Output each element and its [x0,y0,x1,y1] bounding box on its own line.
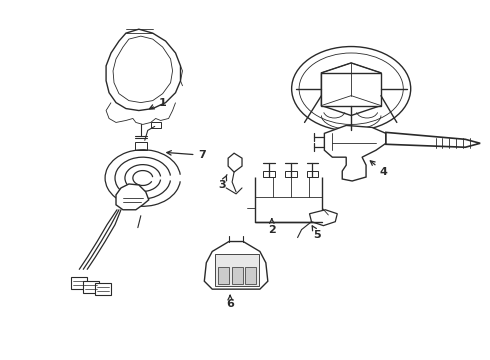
Polygon shape [324,125,386,181]
Text: 3: 3 [219,175,227,190]
Polygon shape [386,132,480,147]
Polygon shape [72,277,87,289]
Polygon shape [307,171,318,177]
Ellipse shape [299,53,403,125]
Text: 4: 4 [370,161,388,177]
Text: 2: 2 [268,219,276,235]
Text: 5: 5 [312,226,321,239]
Text: 1: 1 [149,98,167,109]
Polygon shape [321,73,381,105]
Polygon shape [321,63,381,116]
Polygon shape [95,283,111,295]
Polygon shape [116,184,149,210]
FancyBboxPatch shape [245,267,256,284]
Polygon shape [228,153,242,172]
Polygon shape [310,210,337,226]
Polygon shape [255,177,322,222]
Text: 6: 6 [226,296,234,309]
Polygon shape [204,242,268,289]
Polygon shape [151,122,161,129]
Polygon shape [113,36,172,103]
FancyBboxPatch shape [232,267,243,284]
FancyBboxPatch shape [215,255,259,286]
FancyBboxPatch shape [218,267,229,284]
Polygon shape [106,29,180,111]
Polygon shape [263,171,275,177]
Polygon shape [135,142,147,150]
Polygon shape [83,281,99,293]
Polygon shape [285,171,296,177]
Ellipse shape [292,46,411,131]
Text: 7: 7 [167,150,206,160]
